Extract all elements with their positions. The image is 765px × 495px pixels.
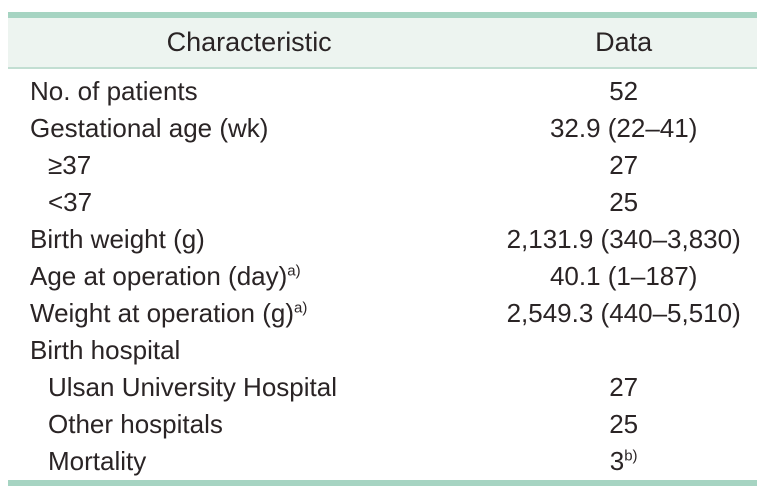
- row-label: Birth weight (g): [30, 224, 205, 254]
- table-top-rule: [8, 12, 757, 18]
- row-label: Birth hospital: [30, 335, 181, 365]
- footnote-marker: a): [294, 299, 308, 317]
- header-data: Data: [595, 27, 653, 57]
- row-value: 27: [609, 150, 639, 180]
- row-label: Ulsan University Hospital: [48, 372, 337, 402]
- row-value: 27: [609, 372, 639, 402]
- table-row: Birth weight (g) 2,131.9 (340–3,830): [8, 221, 757, 258]
- row-label: Weight at operation (g)a): [30, 298, 308, 328]
- row-value: 52: [609, 76, 639, 106]
- table-row: Weight at operation (g)a) 2,549.3 (440–5,…: [8, 295, 757, 332]
- table-row: Other hospitals 25: [8, 406, 757, 443]
- row-value: 32.9 (22–41): [549, 113, 698, 143]
- table-row: Gestational age (wk) 32.9 (22–41): [8, 110, 757, 147]
- table-header-row: Characteristic Data: [8, 18, 757, 69]
- row-label: ≥37: [48, 150, 92, 180]
- table-row: Ulsan University Hospital 27: [8, 369, 757, 406]
- table-body: No. of patients 52 Gestational age (wk) 32.…: [8, 69, 757, 480]
- table-row: Mortality 3b): [8, 443, 757, 480]
- table-row: No. of patients 52: [8, 73, 757, 110]
- table-bottom-rule: [8, 480, 757, 486]
- row-label: Gestational age (wk): [30, 113, 269, 143]
- row-label: No. of patients: [30, 76, 198, 106]
- row-value: 25: [609, 409, 639, 439]
- footnote-marker: b): [624, 447, 638, 465]
- row-label: <37: [48, 187, 93, 217]
- table-row: <37 25: [8, 184, 757, 221]
- row-value: 2,549.3 (440–5,510): [506, 298, 741, 328]
- table-row: Age at operation (day)a) 40.1 (1–187): [8, 258, 757, 295]
- footnote-marker: a): [287, 262, 301, 280]
- characteristics-table: Characteristic Data No. of patients 52 Ges…: [8, 12, 757, 486]
- row-value: 40.1 (1–187): [549, 261, 698, 291]
- row-label: Other hospitals: [48, 409, 223, 439]
- row-value: 2,131.9 (340–3,830): [506, 224, 741, 254]
- table-row: Birth hospital: [8, 332, 757, 369]
- header-characteristic: Characteristic: [166, 27, 332, 57]
- row-label: Mortality: [48, 446, 147, 476]
- row-value: 25: [609, 187, 639, 217]
- row-label: Age at operation (day)a): [30, 261, 301, 291]
- row-value: 3b): [609, 446, 638, 476]
- table-row: ≥37 27: [8, 147, 757, 184]
